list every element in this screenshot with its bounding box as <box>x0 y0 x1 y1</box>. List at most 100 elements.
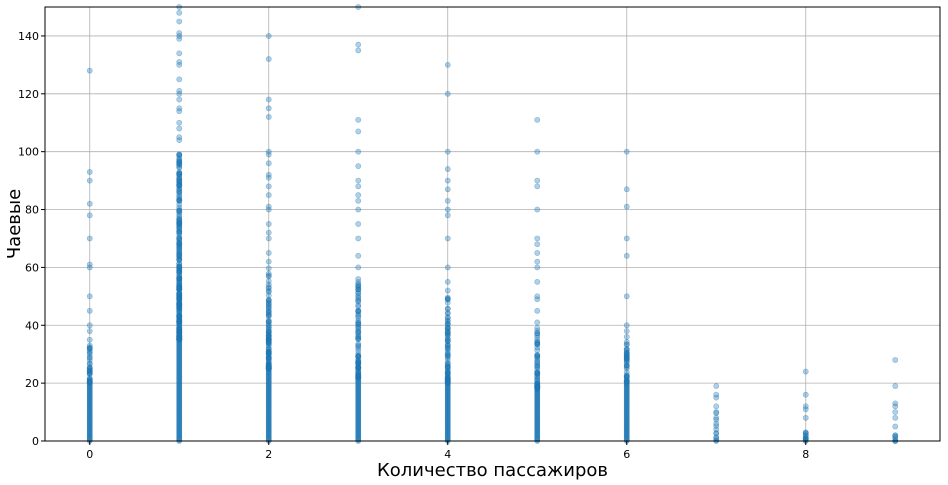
scatter-point <box>176 275 183 282</box>
scatter-point <box>355 383 362 390</box>
scatter-point <box>265 397 272 404</box>
scatter-point <box>355 412 362 419</box>
scatter-point <box>176 304 183 311</box>
scatter-point <box>176 404 183 411</box>
scatter-point <box>265 416 272 423</box>
scatter-point <box>176 302 183 309</box>
scatter-point <box>86 348 93 355</box>
scatter-point <box>176 312 183 319</box>
scatter-point <box>176 427 183 434</box>
scatter-point <box>176 178 183 185</box>
scatter-point <box>355 390 362 397</box>
scatter-point <box>86 408 93 415</box>
scatter-point <box>86 380 93 387</box>
scatter-point <box>176 188 183 195</box>
scatter-point <box>355 365 362 372</box>
scatter-point <box>623 347 630 354</box>
scatter-point <box>265 431 272 437</box>
scatter-point <box>176 338 183 345</box>
scatter-point <box>444 373 451 379</box>
scatter-point <box>176 173 183 180</box>
scatter-point <box>355 314 362 321</box>
scatter-point <box>265 372 272 379</box>
scatter-point <box>176 335 183 341</box>
scatter-point <box>265 346 272 353</box>
scatter-point <box>176 35 183 42</box>
scatter-point <box>176 393 183 400</box>
scatter-point <box>534 332 541 338</box>
scatter-point <box>86 406 93 413</box>
scatter-point <box>534 431 541 437</box>
scatter-point <box>176 151 183 158</box>
scatter-point <box>265 292 272 299</box>
scatter-point <box>534 393 541 400</box>
scatter-point <box>623 203 630 210</box>
scatter-point <box>444 400 451 407</box>
scatter-point <box>176 96 183 103</box>
scatter-point <box>355 357 362 363</box>
scatter-point <box>444 317 451 324</box>
scatter-point <box>176 355 183 361</box>
scatter-point <box>444 402 451 409</box>
scatter-point <box>176 265 183 272</box>
scatter-point <box>176 243 183 249</box>
scatter-point <box>444 296 451 303</box>
scatter-point <box>444 321 451 328</box>
scatter-point <box>176 312 183 319</box>
scatter-point <box>355 357 362 364</box>
scatter-point <box>86 433 93 439</box>
scatter-point <box>355 116 362 123</box>
scatter-point <box>265 398 272 405</box>
scatter-point <box>534 363 541 370</box>
scatter-point <box>176 325 183 332</box>
scatter-point <box>355 371 362 378</box>
scatter-point <box>534 395 541 402</box>
scatter-point <box>444 415 451 422</box>
scatter-point <box>444 376 451 383</box>
scatter-point <box>355 284 362 290</box>
scatter-point <box>534 116 541 123</box>
scatter-point <box>355 319 362 326</box>
scatter-point <box>265 370 272 377</box>
scatter-point <box>623 379 630 385</box>
scatter-point <box>265 235 272 242</box>
scatter-point <box>534 371 541 378</box>
scatter-point <box>355 426 362 433</box>
scatter-point <box>176 333 183 339</box>
scatter-point <box>176 182 183 189</box>
scatter-point <box>176 391 183 398</box>
scatter-point <box>176 325 183 332</box>
grid-lines <box>45 7 940 442</box>
scatter-point <box>355 425 362 432</box>
scatter-point <box>176 158 183 165</box>
scatter-point <box>623 388 630 395</box>
scatter-point <box>623 400 630 407</box>
scatter-point <box>355 177 362 184</box>
scatter-point <box>534 398 541 405</box>
scatter-point <box>534 258 541 265</box>
scatter-point <box>176 201 183 208</box>
scatter-point <box>176 88 183 94</box>
scatter-point <box>176 228 183 235</box>
scatter-point <box>176 406 183 413</box>
scatter-point <box>444 61 451 68</box>
scatter-point <box>265 407 272 414</box>
scatter-point <box>355 372 362 379</box>
scatter-point <box>86 342 93 349</box>
scatter-point <box>534 397 541 404</box>
scatter-point <box>176 302 183 309</box>
scatter-point <box>176 279 183 285</box>
scatter-point <box>265 424 272 431</box>
scatter-point <box>265 350 272 356</box>
scatter-point <box>176 329 183 336</box>
scatter-point <box>534 400 541 407</box>
scatter-point <box>176 176 183 183</box>
scatter-point <box>534 412 541 419</box>
scatter-point <box>265 265 272 272</box>
scatter-point <box>176 197 183 203</box>
scatter-point <box>623 391 630 398</box>
scatter-point <box>176 390 183 397</box>
scatter-point <box>534 418 541 425</box>
scatter-point <box>86 365 93 372</box>
scatter-point <box>176 392 183 399</box>
